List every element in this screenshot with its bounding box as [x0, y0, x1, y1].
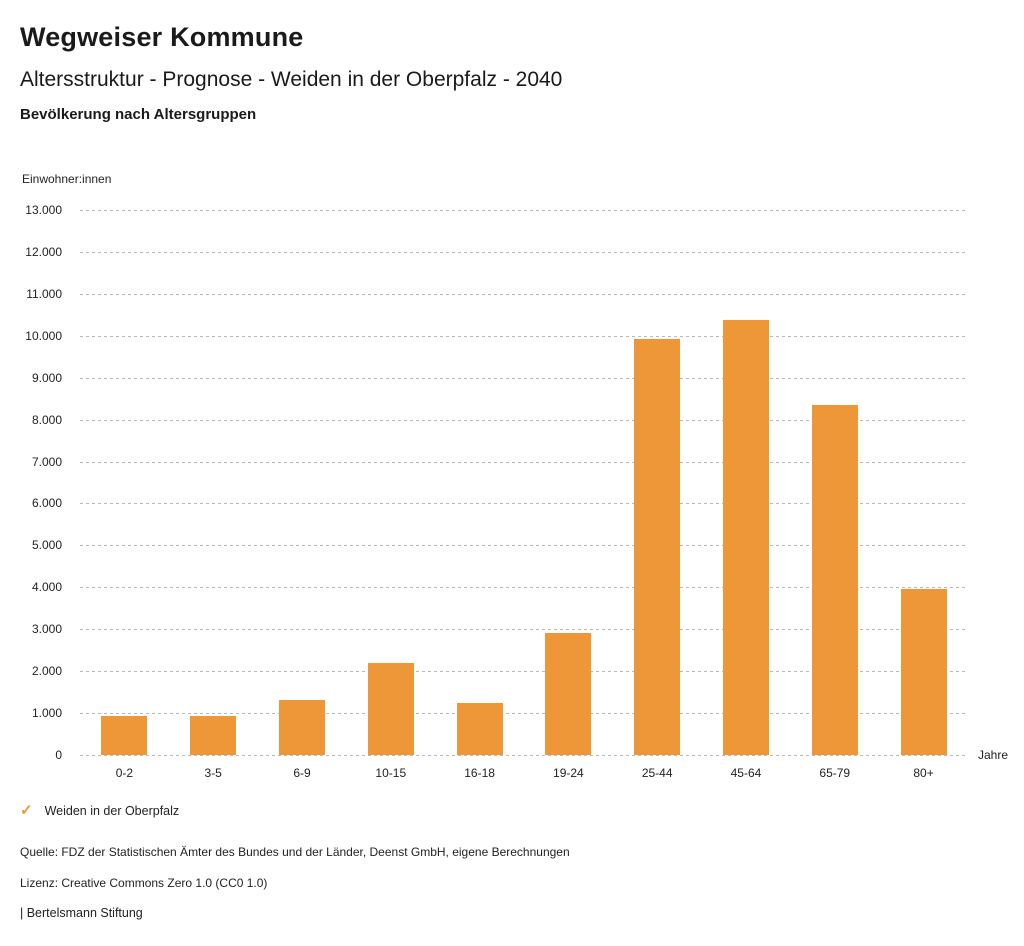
y-axis-title: Einwohner:innen — [22, 172, 112, 186]
gridline: 1.000 — [32, 706, 968, 720]
y-tick-label: 11.000 — [26, 286, 62, 301]
bar-slot: 0-2 — [80, 210, 169, 780]
y-tick-label: 4.000 — [31, 580, 62, 595]
chart-bar-10-15[interactable] — [367, 663, 414, 755]
gridline: 8.000 — [32, 413, 968, 427]
y-tick-label: 12.000 — [25, 244, 62, 259]
gridline: 13.000 — [25, 203, 968, 217]
gridline: 7.000 — [32, 455, 968, 469]
chart-bar-16-18[interactable] — [456, 703, 503, 755]
chart-bar-65-79[interactable] — [811, 404, 858, 755]
chart-title: Bevölkerung nach Altersgruppen — [20, 106, 257, 123]
bar-slot: 25-44 — [613, 210, 702, 780]
bar-slot: 65-79 — [790, 210, 879, 780]
bar-slot: 45-64 — [702, 210, 791, 780]
y-tick-label: 13.000 — [25, 203, 62, 217]
gridline: 3.000 — [32, 622, 968, 636]
gridline: 0 — [55, 748, 968, 762]
x-tick-label: 10-15 — [375, 766, 407, 780]
license-text: Lizenz: Creative Commons Zero 1.0 (CC0 1… — [20, 876, 268, 890]
chart-bar-80+[interactable] — [900, 589, 947, 755]
source-text: Quelle: FDZ der Statistischen Ämter des … — [20, 845, 570, 859]
gridline: 9.000 — [32, 371, 968, 385]
x-tick-label: 16-18 — [464, 766, 495, 780]
y-tick-label: 8.000 — [31, 412, 62, 427]
x-axis-title: Jahre — [978, 748, 1009, 762]
x-tick-label: 45-64 — [730, 766, 762, 780]
bar-slot: 10-15 — [346, 210, 435, 780]
chart-bar-0-2[interactable] — [101, 716, 148, 755]
gridline: 10.000 — [25, 329, 968, 343]
chart-bar-45-64[interactable] — [722, 319, 769, 755]
y-tick-label: 3.000 — [31, 622, 62, 637]
chart-bar-25-44[interactable] — [634, 338, 681, 755]
chart-bar-6-9[interactable] — [278, 699, 325, 755]
x-tick-label: 65-79 — [819, 766, 851, 780]
gridline: 11.000 — [26, 287, 968, 301]
bar-chart: 0 1.000 2.000 3.000 4.000 5.000 6.000 7.000 8.00… — [25, 203, 1008, 780]
x-tick-label: 3-5 — [204, 766, 222, 780]
page-title: Altersstruktur - Prognose - Weiden in de… — [20, 68, 563, 91]
bar-slot: 6-9 — [258, 210, 347, 780]
gridline: 6.000 — [32, 496, 968, 510]
x-tick-label: 25-44 — [641, 766, 673, 780]
y-tick-label: 0 — [55, 748, 62, 762]
chart-bar-3-5[interactable] — [190, 716, 237, 755]
x-tick-label: 6-9 — [293, 766, 311, 780]
bar-slot: 3-5 — [169, 210, 258, 780]
y-tick-label: 7.000 — [31, 454, 62, 469]
x-tick-label: 19-24 — [553, 766, 584, 780]
bar-slot: 19-24 — [524, 210, 613, 780]
app-title: Wegweiser Kommune — [20, 22, 304, 52]
y-tick-label: 2.000 — [31, 664, 62, 679]
legend-item[interactable]: ✓ Weiden in der Oberpfalz — [20, 803, 179, 818]
attribution-text: | Bertelsmann Stiftung — [20, 906, 143, 920]
check-icon: ✓ — [20, 802, 33, 819]
y-tick-label: 10.000 — [25, 328, 62, 343]
y-tick-label: 5.000 — [31, 538, 62, 553]
x-tick-label: 80+ — [913, 766, 934, 780]
y-tick-label: 6.000 — [31, 496, 62, 511]
gridline: 5.000 — [32, 538, 968, 552]
legend-label: Weiden in der Oberpfalz — [44, 803, 180, 818]
gridline: 4.000 — [32, 580, 968, 594]
gridline: 2.000 — [32, 664, 968, 678]
gridline: 12.000 — [25, 245, 968, 259]
bars-container: 0-2 3-5 6-9 10-15 16-18 19-24 25-44 45-64 65-79 8… — [80, 210, 968, 780]
bar-slot: 16-18 — [435, 210, 524, 780]
x-tick-label: 0-2 — [115, 766, 134, 780]
y-tick-label: 9.000 — [31, 370, 62, 385]
chart-bar-19-24[interactable] — [545, 633, 592, 755]
y-tick-label: 1.000 — [31, 706, 62, 721]
bar-slot: 80+ — [879, 210, 968, 780]
